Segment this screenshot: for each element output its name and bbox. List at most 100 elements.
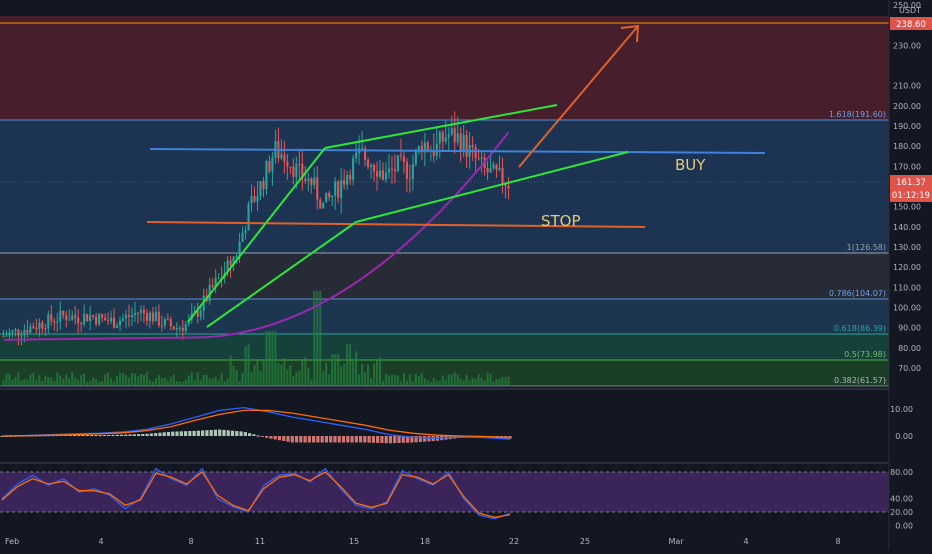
macd-hist-bar (324, 436, 329, 443)
candle-body (20, 335, 23, 337)
candle-body (116, 325, 119, 328)
candle-body (232, 256, 235, 266)
volume-bar (262, 360, 265, 386)
macd-hist-bar (179, 431, 183, 436)
wedge-left-upper[interactable] (187, 147, 326, 323)
stoch-d-line (1, 471, 511, 518)
resistance-line[interactable] (149, 148, 766, 154)
macd-histogram (0, 429, 512, 444)
volume-bar (340, 366, 343, 386)
candle-body (411, 164, 414, 180)
volume-bar (62, 378, 65, 386)
candle-body (498, 167, 501, 170)
fib-label-05: 0.5(73.98) (844, 350, 886, 359)
volume-bar (205, 374, 208, 386)
macd-hist-bar (346, 436, 350, 443)
candle-body (139, 309, 142, 313)
volume-bar (148, 380, 151, 386)
volume-bar (372, 363, 376, 386)
target-arrow-line[interactable] (518, 25, 639, 168)
volume-bar (331, 354, 334, 386)
candle-body (295, 163, 298, 177)
candle-body (133, 312, 137, 316)
candle-body (316, 177, 319, 200)
candle-body (151, 312, 154, 322)
volume-bar (229, 355, 232, 386)
candle-body (104, 317, 107, 321)
stop-line[interactable] (146, 221, 646, 228)
volume-bar (298, 370, 301, 386)
candle-body (370, 164, 373, 167)
volume-bar (358, 374, 361, 386)
macd-hist-bar (299, 436, 303, 443)
candle-body (35, 328, 38, 330)
candle-body (492, 164, 495, 169)
volume-bar (47, 377, 50, 386)
macd-hist-bar (414, 436, 418, 443)
candle-body (71, 315, 74, 320)
macd-hist-bar (380, 436, 384, 444)
price-ticks: 250.00240.00230.00210.00200.00190.00180.… (893, 1, 921, 373)
candle-body (77, 317, 80, 324)
price-tick: 150.00 (893, 203, 921, 212)
macd-hist-bar (0, 436, 4, 437)
stoch-tick: 20.00 (890, 508, 913, 517)
candle-body (8, 332, 11, 336)
volume-bar (396, 375, 399, 386)
candle-body (289, 166, 292, 168)
candle-body (26, 330, 29, 333)
candle-body (163, 319, 166, 326)
volume-bar (444, 380, 447, 386)
volume-bar (244, 346, 247, 386)
candle-body (199, 310, 202, 317)
candle-body (65, 315, 68, 321)
price-axis[interactable] (889, 0, 932, 550)
volume-bar (29, 374, 32, 386)
last-price-value: 161.37 (896, 178, 926, 188)
candle-body (5, 335, 8, 337)
volume-bar (375, 360, 379, 386)
volume-bar (8, 374, 11, 386)
volume-bar (80, 375, 83, 386)
candle-body (196, 310, 199, 317)
candle-body (68, 319, 71, 321)
macd-hist-bar (171, 431, 175, 436)
fib-label-0382: 0.382(61.57) (834, 376, 886, 385)
candle-body (130, 315, 134, 318)
volume-bar (124, 375, 128, 386)
wedge-upper-line[interactable] (324, 104, 558, 149)
volume-bar (241, 372, 244, 386)
currency-label: USDT (899, 6, 921, 15)
wedge-lower-line[interactable] (355, 151, 629, 223)
macd-ticks: 10.00 0.00 (890, 405, 913, 441)
volume-bar (118, 372, 122, 386)
fib-labels: 1.618(191.60) 1(126.58) 0.786(104.07) 0.… (829, 110, 886, 385)
candle-body (160, 325, 163, 327)
volume-bar (492, 381, 495, 386)
candle-body (352, 158, 355, 180)
macd-hist-bar (329, 436, 333, 443)
volume-bar (113, 381, 116, 386)
wedge-left-lower[interactable] (206, 221, 357, 328)
volume-bar (202, 374, 205, 386)
target-arrow-head (620, 24, 640, 43)
macd-hist-bar (294, 436, 299, 443)
candle-body (89, 315, 92, 321)
candle-body (47, 314, 50, 329)
macd-hist-bar (252, 434, 256, 436)
macd-hist-bar (111, 434, 115, 436)
price-tick: 210.00 (893, 82, 921, 91)
stoch-tick: 80.00 (890, 468, 913, 477)
time-axis[interactable]: Feb 4 8 11 15 18 22 25 Mar 4 8 (5, 537, 841, 546)
stoch-tick: 0.00 (895, 521, 913, 530)
candle-body (121, 318, 125, 321)
volume-bar (14, 377, 17, 386)
fib-label-0618: 0.618(86.39) (834, 324, 886, 333)
candle-body (346, 174, 349, 185)
macd-hist-bar (72, 434, 77, 436)
volume-bar (414, 373, 417, 386)
candle-body (340, 180, 343, 198)
candle-body (486, 167, 489, 173)
macd-hist-bar (175, 431, 179, 436)
